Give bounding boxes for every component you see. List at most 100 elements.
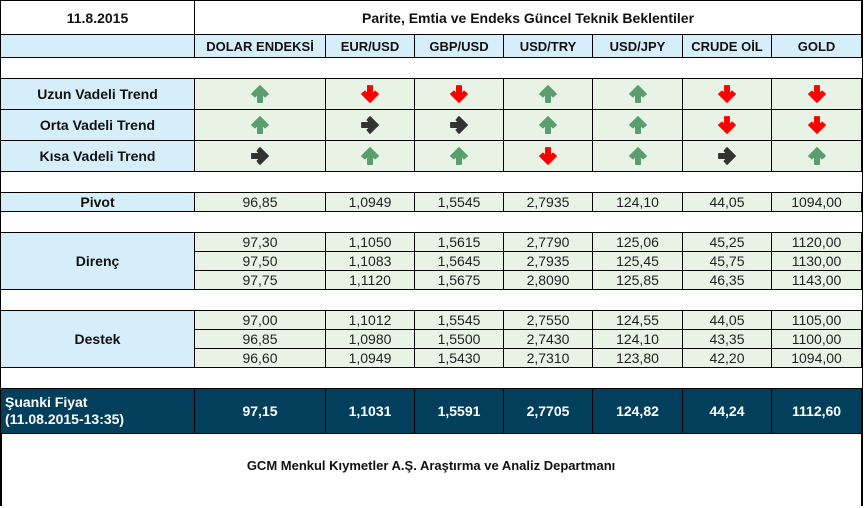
- trend-cell: [194, 109, 326, 141]
- destek-value: 2,7310: [503, 348, 593, 368]
- destek-value: 1,1012: [325, 310, 415, 330]
- trend-cell: [770, 78, 863, 110]
- current-price-value: 97,15: [194, 388, 326, 434]
- trend-cell: [682, 109, 772, 141]
- spacer-cell: [0, 57, 862, 79]
- current-price-value: 1,5591: [414, 388, 504, 434]
- up-arrow-icon: [537, 85, 559, 103]
- destek-value: 96,60: [194, 348, 326, 368]
- current-price-value: 2,7705: [503, 388, 593, 434]
- up-arrow-icon: [249, 116, 271, 134]
- right-arrow-icon: [249, 147, 271, 165]
- down-arrow-icon: [716, 85, 738, 103]
- spacer-cell: [0, 211, 862, 233]
- destek-value: 124,10: [592, 329, 683, 349]
- up-arrow-icon: [359, 147, 381, 165]
- pivot-value: 1094,00: [770, 192, 863, 212]
- direnc-value: 1,5645: [414, 251, 504, 271]
- destek-value: 1,5430: [414, 348, 504, 368]
- trend-cell: [503, 78, 593, 110]
- trend-label: Orta Vadeli Trend: [0, 109, 195, 141]
- trend-cell: [503, 109, 593, 141]
- direnc-value: 2,7790: [503, 232, 593, 252]
- direnc-value: 46,35: [682, 270, 772, 290]
- direnc-value: 1120,00: [770, 232, 863, 252]
- spacer-row: [0, 57, 862, 79]
- direnc-row: 97,50 1,1083 1,5645 2,7935 125,45 45,75 1130,0…: [1, 251, 863, 271]
- pivot-label: Pivot: [0, 192, 195, 212]
- destek-value: 1100,00: [770, 329, 863, 349]
- column-header-gbp-usd: GBP/USD: [414, 34, 504, 58]
- up-arrow-icon: [448, 147, 470, 165]
- down-arrow-icon: [359, 85, 381, 103]
- trend-cell: [414, 109, 504, 141]
- spacer-cell: [0, 171, 862, 193]
- current-price-label: Şuanki Fiyat: [5, 394, 88, 410]
- pivot-value: 44,05: [682, 192, 772, 212]
- destek-value: 123,80: [592, 348, 683, 368]
- trend-cell: [325, 140, 415, 172]
- destek-value: 1105,00: [770, 310, 863, 330]
- direnc-value: 1,1120: [325, 270, 415, 290]
- right-arrow-icon: [448, 116, 470, 134]
- trend-row: Orta Vadeli Trend: [0, 109, 863, 141]
- destek-value: 2,7430: [503, 329, 593, 349]
- pivot-value: 124,10: [592, 192, 683, 212]
- up-arrow-icon: [249, 85, 271, 103]
- right-arrow-icon: [716, 147, 738, 165]
- destek-value: 1,5545: [414, 310, 504, 330]
- trend-cell: [770, 140, 863, 172]
- direnc-label: Direnç: [0, 232, 195, 290]
- current-price-value: 124,82: [592, 388, 683, 434]
- direnc-value: 125,85: [592, 270, 683, 290]
- destek-value: 124,55: [592, 310, 683, 330]
- direnc-value: 97,75: [194, 270, 326, 290]
- trend-cell: [592, 78, 683, 110]
- column-header-usd-try: USD/TRY: [503, 34, 593, 58]
- trend-row: Uzun Vadeli Trend: [0, 78, 863, 110]
- up-arrow-icon: [537, 116, 559, 134]
- report-date: 11.8.2015: [0, 0, 195, 35]
- trend-cell: [325, 109, 415, 141]
- column-header-gold: GOLD: [770, 34, 863, 58]
- current-price-value: 1112,60: [770, 388, 863, 434]
- footer-row: GCM Menkul Kıymetler A.Ş. Araştırma ve A…: [1, 434, 862, 508]
- destek-value: 96,85: [194, 329, 326, 349]
- pivot-value: 1,5545: [414, 192, 504, 212]
- column-header-blank: [0, 34, 195, 58]
- trend-cell: [325, 78, 415, 110]
- column-header-eur-usd: EUR/USD: [325, 34, 415, 58]
- report-title: Parite, Emtia ve Endeks Güncel Teknik Be…: [193, 0, 863, 35]
- direnc-value: 1,1083: [325, 251, 415, 271]
- column-header-row: DOLAR ENDEKSİ EUR/USD GBP/USD USD/TRY US…: [0, 34, 863, 58]
- down-arrow-icon: [806, 116, 828, 134]
- trend-cell: [592, 109, 683, 141]
- down-arrow-icon: [448, 85, 470, 103]
- destek-row: 96,60 1,0949 1,5430 2,7310 123,80 42,20 1094,0…: [1, 348, 863, 368]
- up-arrow-icon: [806, 147, 828, 165]
- trend-cell: [194, 140, 326, 172]
- trend-cell: [682, 140, 772, 172]
- direnc-value: 1143,00: [770, 270, 863, 290]
- destek-value: 1094,00: [770, 348, 863, 368]
- direnc-row: Direnç 97,30 1,1050 1,5615 2,7790 125,06 45,25…: [0, 232, 863, 290]
- current-price-value: 44,24: [682, 388, 772, 434]
- current-price-label-cell: Şuanki Fiyat (11.08.2015-13:35): [0, 388, 195, 434]
- up-arrow-icon: [627, 85, 649, 103]
- direnc-value: 45,75: [682, 251, 772, 271]
- current-price-row: Şuanki Fiyat (11.08.2015-13:35) 97,15 1,103…: [0, 388, 863, 434]
- spacer-row: [0, 171, 862, 193]
- column-header-crude-oil: CRUDE OİL: [682, 34, 772, 58]
- current-price-timestamp: (11.08.2015-13:35): [5, 411, 125, 427]
- down-arrow-icon: [716, 116, 738, 134]
- trend-cell: [414, 140, 504, 172]
- down-arrow-icon: [537, 147, 559, 165]
- trend-label: Uzun Vadeli Trend: [0, 78, 195, 110]
- spacer-row: [0, 211, 862, 233]
- direnc-value: 125,06: [592, 232, 683, 252]
- trend-cell: [770, 109, 863, 141]
- direnc-value: 125,45: [592, 251, 683, 271]
- trend-cell: [592, 140, 683, 172]
- down-arrow-icon: [806, 85, 828, 103]
